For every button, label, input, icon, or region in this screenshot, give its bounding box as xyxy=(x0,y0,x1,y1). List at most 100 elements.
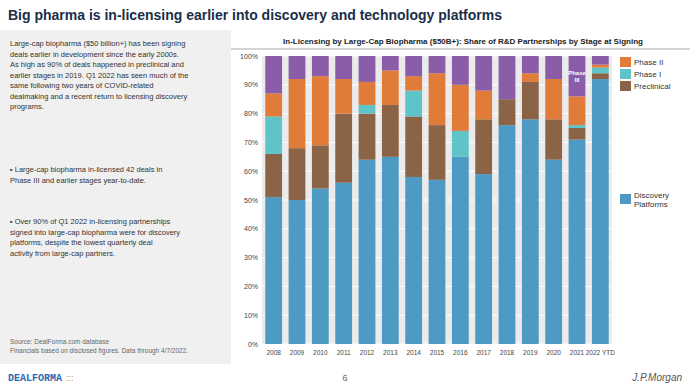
bar-segment xyxy=(452,131,469,157)
legend-label: Preclinical xyxy=(634,82,671,91)
bar-segment xyxy=(545,79,562,119)
legend-swatch xyxy=(620,57,631,67)
x-tick-label: 2009 xyxy=(290,349,305,356)
x-tick-label: 2011 xyxy=(337,349,351,356)
annotation: PhaseIII xyxy=(568,70,586,83)
bar-segment xyxy=(359,160,376,344)
text-line: ▪ Large-cap biopharma in-licensed 42 dea… xyxy=(10,165,162,174)
bar-segment xyxy=(475,91,492,120)
text-line: signed into large-cap biopharma were for… xyxy=(10,228,180,237)
bar-segment xyxy=(382,56,399,70)
bar-segment xyxy=(359,82,376,105)
bar-segment xyxy=(405,91,422,117)
bar-segment xyxy=(569,128,586,140)
y-tick-label: 20% xyxy=(244,283,258,290)
bar-segment xyxy=(429,180,446,344)
y-tick-label: 70% xyxy=(244,139,258,146)
text-line: ▪ Over 90% of Q1 2022 in-licensing partn… xyxy=(10,217,170,226)
y-tick-label: 50% xyxy=(244,197,258,204)
bar-segment xyxy=(592,65,609,68)
text-line: platforms, despite the lowest quarterly … xyxy=(10,238,153,247)
x-tick-label: 2019 xyxy=(523,349,538,356)
bar-segment xyxy=(312,188,329,344)
bar-segment xyxy=(569,125,586,128)
text-line: As high as 90% of deals happened in prec… xyxy=(10,60,184,69)
bar-segment xyxy=(475,56,492,91)
y-tick-label: 30% xyxy=(244,254,258,261)
bar-segment xyxy=(359,114,376,160)
bar-segment xyxy=(335,183,352,344)
bar-segment xyxy=(429,73,446,125)
legend-swatch xyxy=(620,194,631,204)
x-tick-label: 2022 YTD xyxy=(586,349,615,356)
x-tick-label: 2010 xyxy=(313,349,328,356)
page: Big pharma is in-licensing earlier into … xyxy=(0,0,690,388)
bar-segment xyxy=(382,157,399,344)
x-tick-label: 2017 xyxy=(476,349,491,356)
y-tick-label: 0% xyxy=(248,341,258,348)
bar-segment xyxy=(545,160,562,344)
text-line: Discovery xyxy=(634,191,669,200)
bar-segment xyxy=(569,140,586,344)
x-tick-label: 2014 xyxy=(406,349,421,356)
bar-segment xyxy=(312,145,329,188)
legend-label: Phase I xyxy=(634,70,661,79)
x-tick-label: 2016 xyxy=(453,349,468,356)
y-tick-label: 10% xyxy=(244,312,258,319)
bar-segment xyxy=(522,119,539,344)
legend-label: Phase II xyxy=(634,58,663,67)
logo: DEALFORMA xyxy=(8,373,62,384)
y-tick-label: 60% xyxy=(244,168,258,175)
bar-segment xyxy=(452,56,469,85)
source-note: Source: DealForma.com database Financials… xyxy=(10,338,188,355)
text-line: earlier stages in 2019. Q1 2022 has seen… xyxy=(10,71,188,80)
bar-segment xyxy=(335,79,352,114)
bar-segment xyxy=(265,56,282,93)
bar-segment xyxy=(382,105,399,157)
bar-segment xyxy=(569,96,586,125)
x-tick-label: 2012 xyxy=(360,349,375,356)
text-line: Source: DealForma.com database xyxy=(10,338,109,345)
bar-segment xyxy=(312,76,329,145)
bar-segment xyxy=(289,56,306,79)
y-tick-label: 100% xyxy=(240,53,258,60)
panel-paragraph: Large-cap biopharma ($50 billion+) has b… xyxy=(10,39,188,111)
bar-segment xyxy=(405,76,422,90)
bar-segment xyxy=(592,68,609,74)
y-tick-label: 80% xyxy=(244,110,258,117)
bar-segment xyxy=(289,200,306,344)
bar-segment xyxy=(382,70,399,105)
bar-segment xyxy=(452,85,469,131)
bar-segment xyxy=(592,56,609,65)
text-line: programs. xyxy=(10,102,44,111)
bar-segment xyxy=(475,174,492,344)
bar-segment xyxy=(499,125,516,344)
bar-segment xyxy=(545,56,562,79)
text-line: Financials based on disclosed figures. D… xyxy=(10,347,188,355)
background xyxy=(0,0,690,388)
bar-segment xyxy=(265,197,282,344)
bar-segment xyxy=(359,105,376,114)
bar-segment xyxy=(429,125,446,180)
bar-segment xyxy=(475,119,492,174)
bar-segment xyxy=(522,73,539,82)
text-line: activity from large-cap partners. xyxy=(10,249,115,258)
x-axis: 2008200920102011201220132014201520162017… xyxy=(266,349,615,356)
panel-bullet: ▪ Over 90% of Q1 2022 in-licensing partn… xyxy=(10,217,180,258)
bars xyxy=(265,56,608,344)
bar-segment xyxy=(499,99,516,125)
x-tick-label: 2021 xyxy=(570,349,585,356)
bar-segment xyxy=(499,56,516,99)
y-axis: 0%10%20%30%40%50%60%70%80%90%100% xyxy=(240,53,612,348)
page-number: 6 xyxy=(342,373,347,383)
legend: Phase IIPhase IPreclinicalDiscoveryPlatf… xyxy=(620,57,671,209)
bar-segment xyxy=(522,82,539,119)
text-line: Phase III and earlier stages year-to-dat… xyxy=(10,176,146,185)
bar-segment xyxy=(289,148,306,200)
bar-segment xyxy=(405,177,422,344)
panel-bullet: ▪ Large-cap biopharma in-licensed 42 dea… xyxy=(10,165,162,185)
bar-segment xyxy=(312,56,329,76)
legend-swatch xyxy=(620,81,631,91)
bar-segment xyxy=(522,56,539,73)
plot-area xyxy=(262,56,612,344)
